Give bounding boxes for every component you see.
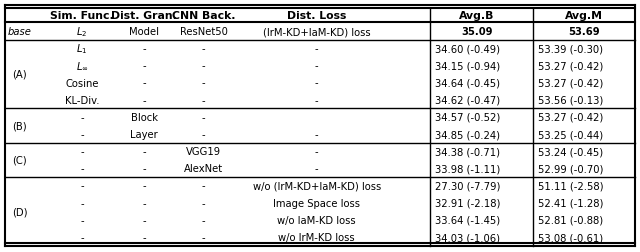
Text: 34.64 (-0.45): 34.64 (-0.45) — [435, 78, 500, 88]
Text: CNN Back.: CNN Back. — [172, 11, 236, 21]
Text: -: - — [202, 78, 205, 88]
Text: Avg.B: Avg.B — [459, 11, 495, 21]
Text: Layer: Layer — [130, 130, 158, 140]
Text: -: - — [80, 181, 84, 191]
Text: (B): (B) — [13, 121, 27, 131]
Text: 34.60 (-0.49): 34.60 (-0.49) — [435, 44, 500, 54]
Text: -: - — [202, 130, 205, 140]
Text: 34.15 (-0.94): 34.15 (-0.94) — [435, 61, 500, 71]
Text: 33.64 (-1.45): 33.64 (-1.45) — [435, 215, 500, 225]
Text: -: - — [80, 164, 84, 174]
Text: -: - — [142, 232, 146, 242]
Text: 27.30 (-7.79): 27.30 (-7.79) — [435, 181, 500, 191]
Text: -: - — [142, 147, 146, 157]
Text: (IrM-KD+IaM-KD) loss: (IrM-KD+IaM-KD) loss — [263, 27, 371, 37]
Text: 53.25 (-0.44): 53.25 (-0.44) — [538, 130, 604, 140]
Text: -: - — [80, 130, 84, 140]
Text: 53.39 (-0.30): 53.39 (-0.30) — [538, 44, 604, 54]
Text: 34.62 (-0.47): 34.62 (-0.47) — [435, 95, 500, 105]
Text: 53.08 (-0.61): 53.08 (-0.61) — [538, 232, 604, 242]
Text: Image Space loss: Image Space loss — [273, 198, 360, 208]
Text: -: - — [315, 61, 319, 71]
Text: -: - — [142, 164, 146, 174]
Text: -: - — [202, 112, 205, 122]
Text: Model: Model — [129, 27, 159, 37]
Text: Cosine: Cosine — [65, 78, 99, 88]
Text: -: - — [80, 147, 84, 157]
Text: -: - — [142, 215, 146, 225]
Text: 52.99 (-0.70): 52.99 (-0.70) — [538, 164, 604, 174]
Text: $L_\infty$: $L_\infty$ — [76, 60, 88, 72]
Text: VGG19: VGG19 — [186, 147, 221, 157]
Text: -: - — [80, 112, 84, 122]
Text: $L_2$: $L_2$ — [76, 25, 88, 39]
Text: -: - — [142, 198, 146, 208]
Text: 34.03 (-1.06): 34.03 (-1.06) — [435, 232, 500, 242]
Text: 52.81 (-0.88): 52.81 (-0.88) — [538, 215, 604, 225]
Text: -: - — [315, 95, 319, 105]
Text: -: - — [80, 232, 84, 242]
Text: (A): (A) — [13, 70, 27, 80]
Text: -: - — [315, 44, 319, 54]
Text: 53.27 (-0.42): 53.27 (-0.42) — [538, 112, 604, 122]
Text: ResNet50: ResNet50 — [180, 27, 227, 37]
Text: 34.57 (-0.52): 34.57 (-0.52) — [435, 112, 500, 122]
Text: w/o IaM-KD loss: w/o IaM-KD loss — [278, 215, 356, 225]
Text: -: - — [202, 61, 205, 71]
Text: w/o IrM-KD loss: w/o IrM-KD loss — [278, 232, 355, 242]
Text: -: - — [315, 130, 319, 140]
Text: 34.85 (-0.24): 34.85 (-0.24) — [435, 130, 500, 140]
Text: 34.38 (-0.71): 34.38 (-0.71) — [435, 147, 500, 157]
Text: AlexNet: AlexNet — [184, 164, 223, 174]
Text: -: - — [142, 95, 146, 105]
Text: 53.27 (-0.42): 53.27 (-0.42) — [538, 61, 604, 71]
Text: -: - — [142, 78, 146, 88]
Text: Sim. Func.: Sim. Func. — [50, 11, 114, 21]
Text: -: - — [80, 198, 84, 208]
Text: 53.56 (-0.13): 53.56 (-0.13) — [538, 95, 604, 105]
Text: 33.98 (-1.11): 33.98 (-1.11) — [435, 164, 500, 174]
Text: 53.69: 53.69 — [568, 27, 600, 37]
Text: -: - — [202, 44, 205, 54]
Text: 32.91 (-2.18): 32.91 (-2.18) — [435, 198, 500, 208]
Text: $L_1$: $L_1$ — [76, 42, 88, 56]
Text: -: - — [142, 44, 146, 54]
Text: 53.27 (-0.42): 53.27 (-0.42) — [538, 78, 604, 88]
Text: Avg.M: Avg.M — [564, 11, 603, 21]
Text: (D): (D) — [12, 207, 28, 216]
Text: -: - — [202, 232, 205, 242]
Text: (C): (C) — [13, 155, 27, 165]
Text: KL-Div.: KL-Div. — [65, 95, 99, 105]
Text: w/o (IrM-KD+IaM-KD) loss: w/o (IrM-KD+IaM-KD) loss — [253, 181, 381, 191]
Text: -: - — [202, 215, 205, 225]
Text: Dist. Gran.: Dist. Gran. — [111, 11, 177, 21]
Text: -: - — [202, 95, 205, 105]
Text: -: - — [315, 164, 319, 174]
Text: -: - — [142, 181, 146, 191]
Text: 53.24 (-0.45): 53.24 (-0.45) — [538, 147, 604, 157]
Text: Block: Block — [131, 112, 157, 122]
Text: -: - — [315, 78, 319, 88]
Text: -: - — [202, 181, 205, 191]
Text: Dist. Loss: Dist. Loss — [287, 11, 346, 21]
Text: base: base — [8, 27, 32, 37]
Text: 35.09: 35.09 — [461, 27, 493, 37]
Text: 51.11 (-2.58): 51.11 (-2.58) — [538, 181, 604, 191]
Text: -: - — [202, 198, 205, 208]
Text: 52.41 (-1.28): 52.41 (-1.28) — [538, 198, 604, 208]
Text: -: - — [142, 61, 146, 71]
Text: -: - — [315, 147, 319, 157]
Text: -: - — [80, 215, 84, 225]
